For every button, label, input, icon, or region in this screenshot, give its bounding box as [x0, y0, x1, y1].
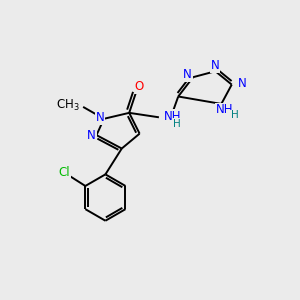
- Text: H: H: [172, 119, 180, 129]
- Text: N: N: [211, 59, 220, 72]
- Text: CH$_3$: CH$_3$: [56, 98, 80, 113]
- Text: N: N: [87, 129, 96, 142]
- Text: O: O: [134, 80, 144, 94]
- Text: NH: NH: [164, 110, 182, 123]
- Text: N: N: [211, 59, 220, 72]
- Text: H: H: [231, 110, 239, 120]
- Text: N: N: [183, 68, 191, 81]
- Text: N: N: [96, 111, 105, 124]
- Text: N: N: [238, 76, 246, 90]
- Text: N: N: [183, 68, 192, 81]
- Text: NH: NH: [216, 103, 233, 116]
- Text: Cl: Cl: [59, 166, 70, 179]
